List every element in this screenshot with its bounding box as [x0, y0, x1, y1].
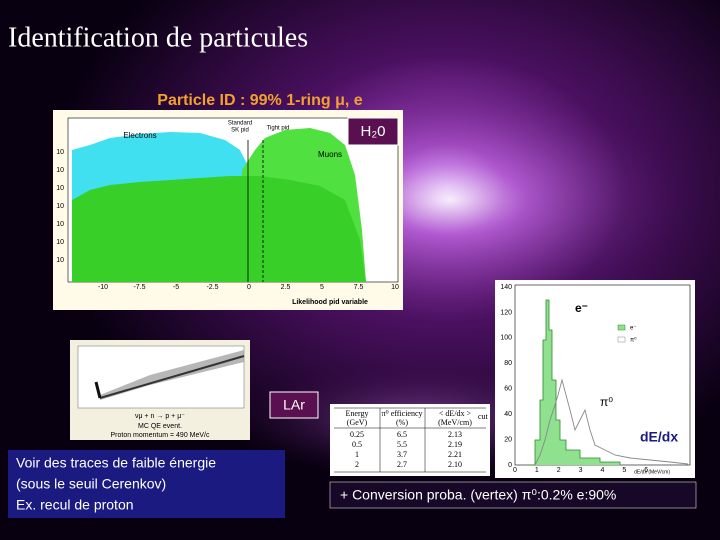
x-tick-label: 3 [579, 467, 583, 474]
label: π⁰ [600, 395, 613, 409]
table-unit: (GeV) [347, 418, 368, 427]
x-tick-label: 0 [513, 467, 517, 474]
legend-swatch [617, 336, 626, 343]
y-tick-label: 10 [56, 185, 64, 192]
reaction: νμ + n → p + μ⁻ [135, 413, 185, 420]
x-axis-label: Likelihood pid variable [292, 299, 368, 306]
x-tick-label: 5 [320, 284, 324, 291]
conversion-box [329, 481, 697, 509]
label: SK pid [231, 128, 249, 134]
table-cell: 1 [355, 450, 359, 459]
x-tick-label: 1 [535, 467, 539, 474]
badge-text: LAr [283, 397, 305, 413]
table-cells: Energy π⁰ efficiency < dE/dx > cut (GeV) (%) (… [346, 409, 489, 469]
y-tick-label: 0 [508, 462, 512, 469]
table-cell: 2.10 [448, 460, 462, 469]
tight-histogram [72, 176, 366, 282]
x-tick-label: -7.5 [133, 284, 145, 291]
proton-track [94, 381, 102, 399]
dedx-plot: 140 120 100 80 60 40 20 0 0 1 2 3 4 5 6 e⁻ π⁰ dE/dx e… [495, 280, 695, 478]
table-header: < dE/dx > [439, 409, 472, 418]
legend-swatch [617, 324, 626, 331]
table-unit: (%) [396, 418, 408, 427]
y-tick-label: 20 [504, 436, 512, 443]
efficiency-table: Energy π⁰ efficiency < dE/dx > cut (GeV) (%) (… [330, 404, 490, 476]
conversion-text: + Conversion proba. (vertex) π⁰:0.2% e:9… [340, 487, 616, 503]
x-axis-label: dE/dx (MeV/cm) [634, 469, 670, 475]
x-ticks: 0 1 2 3 4 5 6 [513, 467, 648, 474]
y-tick-label: 80 [504, 360, 512, 367]
table-header-sub: cut [478, 412, 489, 421]
note: Voir des traces de faible énergie [16, 455, 216, 471]
y-tick-label: 100 [500, 335, 512, 342]
label: Tight pid [267, 126, 290, 132]
table-cell: 2.21 [448, 450, 462, 459]
table-cell: 3.7 [397, 450, 407, 459]
y-ticks: 10 10 10 10 10 10 10 [56, 149, 64, 264]
panel [330, 404, 490, 476]
table-cell: 2.7 [397, 460, 407, 469]
y-tick-label: 10 [56, 203, 64, 210]
table-cell: 6.5 [397, 430, 407, 439]
y-tick-label: 140 [500, 284, 512, 291]
caption: Proton momentum = 490 MeV/c [110, 432, 210, 439]
table-header: Energy [346, 409, 369, 418]
x-tick-label: 4 [601, 467, 605, 474]
note: (sous le seuil Cerenkov) [16, 476, 166, 492]
x-tick-label: 2 [557, 467, 561, 474]
label: Standard [228, 121, 252, 127]
notes-box [8, 450, 285, 518]
legend-entry: π⁰ [630, 337, 637, 344]
x-tick-label: 0 [247, 284, 251, 291]
y-tick-label: 10 [56, 149, 64, 156]
label: Electrons [123, 131, 156, 140]
badge-text: H₂0 [361, 123, 386, 140]
table-unit: (MeV/cm) [438, 418, 472, 427]
panel [495, 280, 695, 478]
y-tick-label: 10 [56, 221, 64, 228]
electron-histogram [530, 299, 621, 466]
table-cell: 0.5 [352, 440, 362, 449]
axis-title: dE/dx [640, 429, 678, 445]
table-cell: 2.19 [448, 440, 462, 449]
x-tick-label: -10 [98, 284, 108, 291]
x-tick-label: 7.5 [354, 284, 364, 291]
label: e⁻ [575, 301, 588, 315]
y-tick-label: 10 [56, 167, 64, 174]
x-ticks: -10 -7.5 -5 -2.5 0 2.5 5 7.5 10 [98, 284, 399, 291]
pi0-histogram [534, 378, 689, 466]
table-cell: 5.5 [397, 440, 407, 449]
track [99, 355, 245, 399]
x-tick-label: 5 [622, 467, 626, 474]
badge [347, 117, 399, 146]
subtitle: Particle ID : 99% 1-ring μ, e [157, 92, 363, 109]
event-display: νμ + n → p + μ⁻ MC QE event. Proton mome… [70, 340, 250, 440]
x-tick-label: 2.5 [281, 284, 291, 291]
label: Muons [318, 150, 342, 159]
y-tick-label: 10 [56, 239, 64, 246]
slide-title: Identification de particules [8, 22, 308, 53]
badge [269, 391, 319, 419]
y-tick-label: 120 [500, 309, 512, 316]
x-tick-label: -5 [173, 284, 179, 291]
x-tick-label: 10 [391, 284, 399, 291]
pid-histogram: Electrons Muons Standard SK pid Tight pi… [53, 110, 403, 310]
y-tick-label: 10 [56, 257, 64, 264]
x-tick-label: 6 [644, 467, 648, 474]
table-cell: 2 [355, 460, 359, 469]
x-tick-label: -2.5 [206, 284, 218, 291]
y-ticks: 140 120 100 80 60 40 20 0 [500, 284, 512, 469]
caption: MC QE event. [138, 423, 182, 430]
legend-entry: e⁻ [630, 326, 637, 332]
note: Ex. recul de proton [16, 497, 134, 513]
table-cell: 2.13 [448, 430, 462, 439]
y-tick-label: 60 [504, 386, 512, 393]
table-header: π⁰ efficiency [381, 409, 422, 418]
table-cell: 0.25 [350, 430, 364, 439]
y-tick-label: 40 [504, 411, 512, 418]
